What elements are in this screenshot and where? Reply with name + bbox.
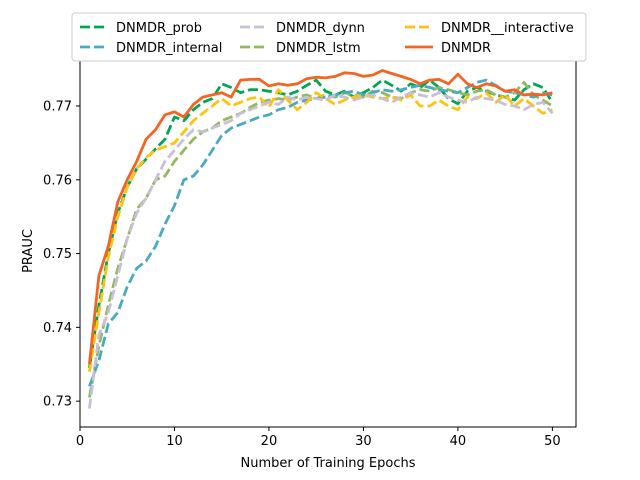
legend-label: DNMDR_prob — [116, 21, 202, 36]
x-tick-label: 40 — [450, 434, 467, 449]
series-line-dnmdr — [88, 69, 553, 365]
y-axis: 0.73 0.74 0.75 0.76 0.77 — [43, 99, 80, 410]
series-line-dnmdr-internal — [88, 78, 553, 387]
y-tick-label: 0.74 — [43, 321, 72, 336]
legend-label: DNMDR__interactive — [441, 21, 574, 36]
y-tick-label: 0.77 — [43, 99, 72, 114]
plot-area — [79, 57, 577, 428]
x-axis: 0 10 20 30 40 50 — [76, 427, 561, 449]
series-line-dnmdr-dynn — [88, 91, 554, 409]
y-tick-label: 0.75 — [43, 247, 72, 262]
legend-label: DNMDR_dynn — [276, 21, 365, 36]
y-tick-label: 0.76 — [43, 173, 72, 188]
x-tick-label: 30 — [355, 434, 372, 449]
legend-frame — [71, 12, 587, 62]
x-tick-label: 10 — [166, 434, 183, 449]
series-layer — [88, 69, 554, 409]
x-tick-label: 0 — [76, 434, 84, 449]
legend-label: DNMDR_internal — [116, 41, 222, 56]
x-tick-label: 20 — [261, 434, 278, 449]
y-axis-label: PRAUC — [21, 229, 36, 273]
x-axis-label: Number of Training Epochs — [240, 456, 415, 471]
legend-label: DNMDR — [441, 41, 491, 56]
plot-frame — [79, 57, 577, 428]
y-tick-label: 0.73 — [43, 395, 72, 410]
x-tick-label: 50 — [544, 434, 561, 449]
legend: DNMDR_prob DNMDR_internal DNMDR_dynn DNMDR_… — [71, 12, 587, 62]
legend-label: DNMDR_lstm — [276, 41, 361, 56]
